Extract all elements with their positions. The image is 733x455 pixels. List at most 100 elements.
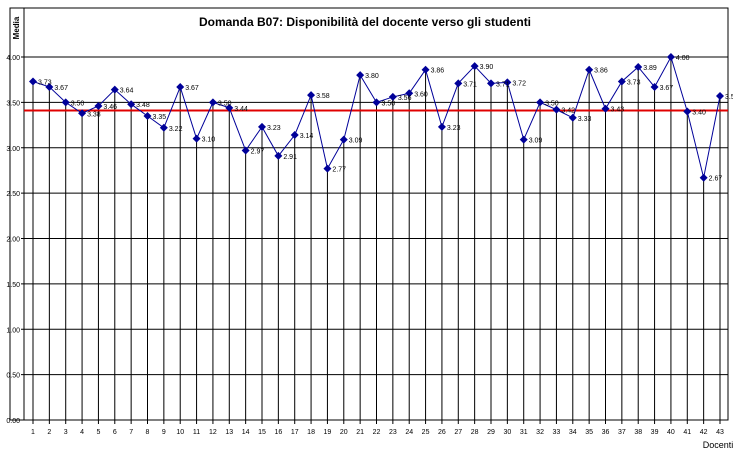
x-tick-label: 30 — [503, 429, 511, 436]
data-label: 3.10 — [202, 137, 216, 144]
data-point — [192, 134, 201, 143]
data-point — [225, 103, 234, 112]
x-tick-label: 29 — [487, 429, 495, 436]
data-label: 3.50 — [382, 100, 396, 107]
x-tick-label: 28 — [471, 429, 479, 436]
x-tick-label: 7 — [129, 429, 133, 436]
data-point — [258, 122, 266, 131]
data-point — [683, 107, 692, 116]
data-point — [519, 135, 528, 144]
data-label: 3.35 — [153, 114, 167, 121]
data-label: 3.23 — [447, 125, 461, 132]
data-point — [208, 98, 217, 107]
x-tick-label: 21 — [356, 429, 364, 436]
x-tick-label: 4 — [80, 429, 84, 436]
data-point — [405, 89, 414, 98]
x-tick-label: 26 — [438, 429, 446, 436]
data-label: 3.60 — [414, 91, 428, 98]
x-tick-label: 36 — [602, 429, 610, 436]
data-point — [45, 82, 54, 91]
data-label: 2.91 — [283, 154, 297, 161]
y-tick-label: 4.00 — [6, 55, 20, 62]
x-tick-label: 6 — [113, 429, 117, 436]
y-tick-label: 3.50 — [6, 100, 20, 107]
data-point — [388, 92, 397, 101]
data-label: 4.00 — [676, 55, 690, 62]
y-axis-label: Media — [12, 16, 21, 39]
data-label: 3.72 — [512, 80, 526, 87]
x-tick-label: 32 — [536, 429, 544, 436]
data-label: 3.73 — [38, 80, 52, 87]
x-tick-label: 37 — [618, 429, 626, 436]
data-point — [372, 98, 381, 107]
x-tick-label: 14 — [242, 429, 250, 436]
data-label: 2.97 — [251, 148, 265, 155]
x-tick-label: 38 — [634, 429, 642, 436]
data-point — [617, 77, 626, 86]
data-label: 3.09 — [529, 138, 543, 145]
data-point — [666, 53, 675, 61]
x-tick-label: 39 — [651, 429, 659, 436]
y-tick-label: 2.00 — [6, 237, 20, 244]
x-tick-label: 25 — [422, 429, 430, 436]
data-label: 3.14 — [300, 133, 314, 140]
data-point — [159, 123, 168, 132]
data-point — [716, 92, 724, 101]
x-tick-label: 41 — [683, 429, 691, 436]
data-point — [552, 105, 561, 114]
x-tick-label: 22 — [373, 429, 381, 436]
y-tick-label: 1.00 — [6, 327, 20, 334]
data-point — [78, 109, 87, 118]
x-tick-label: 31 — [520, 429, 528, 436]
data-point — [176, 82, 185, 91]
data-point — [94, 102, 103, 111]
data-label: 3.57 — [725, 94, 733, 101]
data-label: 3.09 — [349, 138, 363, 145]
x-tick-label: 9 — [162, 429, 166, 436]
data-point — [274, 151, 283, 160]
data-label: 3.67 — [185, 85, 199, 92]
data-point — [290, 131, 299, 140]
x-tick-label: 33 — [553, 429, 561, 436]
data-point — [503, 78, 512, 87]
data-label: 3.50 — [71, 100, 85, 107]
x-tick-label: 19 — [324, 429, 332, 436]
data-point — [356, 71, 365, 80]
x-tick-label: 43 — [716, 429, 724, 436]
data-point — [323, 164, 332, 173]
x-tick-label: 27 — [454, 429, 462, 436]
data-label: 3.90 — [480, 64, 494, 71]
data-label: 3.43 — [611, 107, 625, 114]
data-label: 3.40 — [692, 109, 706, 116]
data-point — [487, 79, 495, 88]
data-label: 3.73 — [627, 80, 641, 87]
data-point — [454, 79, 463, 88]
x-tick-label: 2 — [47, 429, 51, 436]
y-tick-label: 2.50 — [6, 191, 20, 198]
data-point — [601, 104, 610, 113]
data-point — [61, 98, 70, 107]
x-tick-label: 5 — [96, 429, 100, 436]
data-label: 3.89 — [643, 65, 657, 72]
data-label: 3.44 — [234, 106, 248, 113]
data-label: 3.50 — [545, 100, 559, 107]
data-point — [470, 62, 479, 71]
x-tick-label: 20 — [340, 429, 348, 436]
data-label: 3.42 — [561, 108, 575, 115]
x-tick-label: 23 — [389, 429, 397, 436]
x-tick-label: 34 — [569, 429, 577, 436]
x-tick-label: 11 — [193, 429, 200, 436]
data-point — [650, 82, 659, 91]
data-point — [699, 173, 708, 182]
data-point — [585, 65, 594, 74]
data-label: 3.67 — [660, 85, 674, 92]
x-tick-label: 8 — [146, 429, 150, 436]
data-label: 3.86 — [431, 68, 445, 75]
data-label: 3.67 — [54, 85, 68, 92]
data-point — [307, 91, 316, 100]
chart-title: Domanda B07: Disponibilità del docente v… — [199, 15, 531, 29]
data-point — [29, 77, 37, 86]
y-tick-label: 0.50 — [6, 373, 20, 380]
data-point — [421, 65, 430, 74]
